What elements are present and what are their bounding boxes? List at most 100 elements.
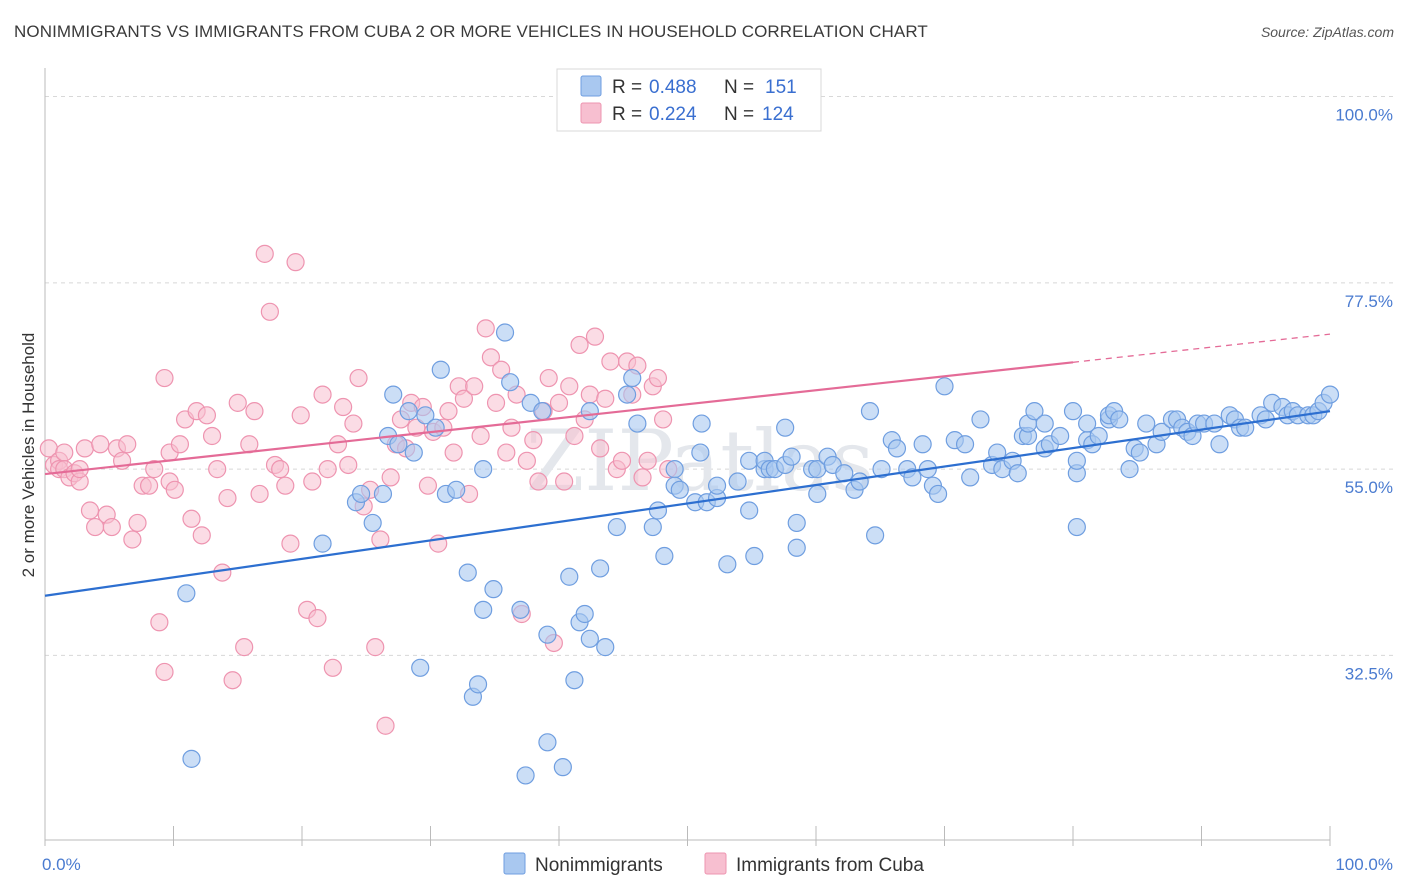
point-immigrants-cuba-32 (182, 509, 201, 528)
point-nonimmigrants-107 (1051, 426, 1070, 446)
point-nonimmigrants-23 (484, 580, 503, 599)
point-immigrants-cuba-61 (334, 397, 353, 417)
point-nonimmigrants-36 (575, 604, 594, 624)
point-nonimmigrants-111 (1067, 517, 1086, 537)
point-immigrants-cuba-88 (476, 319, 495, 338)
point-nonimmigrants-27 (516, 766, 535, 785)
point-nonimmigrants-26 (511, 600, 530, 619)
point-immigrants-cuba-36 (202, 426, 222, 446)
point-nonimmigrants-90 (935, 377, 954, 396)
trend-layer (44, 333, 1331, 597)
point-immigrants-cuba-103 (555, 472, 574, 491)
point-nonimmigrants-81 (872, 460, 891, 479)
point-nonimmigrants-134 (1210, 435, 1229, 454)
point-immigrants-cuba-77 (418, 476, 438, 495)
legend-r-value-2: 0.224 (649, 104, 697, 125)
legend-n-value-2: 124 (762, 104, 794, 125)
point-immigrants-cuba-20 (128, 513, 147, 533)
point-nonimmigrants-12 (411, 658, 430, 677)
point-immigrants-cuba-119 (638, 451, 657, 470)
y-tick-labels: 32.5% 55.0% 77.5% 100.0% (1335, 106, 1393, 684)
point-nonimmigrants-13 (416, 406, 435, 425)
x-tick-label-0: 0.0% (42, 855, 81, 874)
point-nonimmigrants-69 (787, 538, 806, 557)
point-immigrants-cuba-45 (250, 484, 269, 504)
point-immigrants-cuba-34 (192, 526, 211, 545)
legend-n-value-1: 151 (765, 77, 797, 98)
point-immigrants-cuba-15 (102, 517, 121, 537)
point-nonimmigrants-58 (728, 472, 747, 491)
point-immigrants-cuba-92 (497, 443, 516, 462)
point-nonimmigrants-103 (1025, 402, 1044, 421)
point-nonimmigrants-46 (648, 501, 668, 520)
point-immigrants-cuba-122 (653, 410, 673, 429)
point-immigrants-cuba-102 (549, 393, 569, 412)
point-nonimmigrants-93 (961, 468, 980, 487)
point-nonimmigrants-11 (404, 443, 423, 462)
point-nonimmigrants-39 (591, 559, 610, 578)
point-immigrants-cuba-60 (328, 435, 348, 454)
top-legend: R = 0.488 N = 151 R = 0.224 N = 124 (556, 68, 822, 132)
point-immigrants-cuba-82 (444, 443, 463, 462)
point-immigrants-cuba-97 (524, 431, 543, 450)
point-nonimmigrants-92 (955, 435, 975, 454)
legend-swatch-nonimmigrants (580, 75, 602, 97)
point-nonimmigrants-0 (177, 584, 196, 603)
legend-n-label-1: N = (724, 77, 754, 98)
point-nonimmigrants-2 (313, 534, 332, 553)
bottom-legend-swatch-nonimmigrants (503, 852, 526, 875)
bottom-legend-label-nonimmigrants: Nonimmigrants (535, 855, 663, 876)
point-nonimmigrants-68 (782, 447, 801, 466)
point-nonimmigrants-120 (1120, 460, 1139, 479)
legend-r-label-1: R = (612, 77, 642, 98)
point-nonimmigrants-83 (887, 439, 907, 458)
bottom-legend-label-immigrants-cuba: Immigrants from Cuba (736, 855, 924, 876)
source-label: Source: ZipAtlas.com (1260, 24, 1394, 40)
point-immigrants-cuba-87 (471, 426, 490, 446)
point-nonimmigrants-45 (643, 517, 662, 537)
point-nonimmigrants-61 (745, 546, 764, 566)
point-immigrants-cuba-67 (366, 638, 385, 657)
point-nonimmigrants-113 (1078, 414, 1097, 433)
point-immigrants-cuba-26 (155, 368, 174, 388)
point-nonimmigrants-89 (928, 484, 948, 504)
point-nonimmigrants-25 (501, 373, 520, 392)
point-immigrants-cuba-19 (123, 530, 142, 549)
page-title: NONIMMIGRANTS VS IMMIGRANTS FROM CUBA 2 … (14, 22, 928, 41)
point-nonimmigrants-94 (971, 410, 990, 429)
point-nonimmigrants-33 (560, 567, 579, 586)
point-nonimmigrants-73 (808, 484, 827, 504)
point-nonimmigrants-17 (447, 480, 466, 499)
point-nonimmigrants-6 (373, 484, 393, 504)
bottom-legend-swatch-immigrants-cuba (704, 852, 727, 875)
point-nonimmigrants-41 (607, 517, 626, 537)
point-nonimmigrants-30 (538, 733, 557, 752)
point-nonimmigrants-119 (1110, 410, 1129, 429)
point-nonimmigrants-66 (776, 418, 795, 437)
y-tick-label-1: 55.0% (1345, 478, 1393, 497)
point-nonimmigrants-48 (665, 460, 684, 479)
point-immigrants-cuba-112 (601, 352, 620, 371)
point-immigrants-cuba-89 (481, 348, 500, 367)
point-nonimmigrants-38 (580, 629, 599, 648)
point-immigrants-cuba-24 (150, 613, 169, 632)
point-immigrants-cuba-91 (492, 360, 511, 379)
y-tick-label-2: 77.5% (1345, 292, 1393, 311)
point-immigrants-cuba-57 (313, 385, 332, 404)
point-immigrants-cuba-69 (376, 716, 395, 735)
point-immigrants-cuba-56 (308, 609, 327, 628)
point-immigrants-cuba-84 (454, 389, 474, 408)
point-nonimmigrants-18 (458, 563, 477, 582)
point-immigrants-cuba-25 (155, 662, 174, 682)
point-nonimmigrants-1 (182, 749, 201, 768)
point-immigrants-cuba-53 (291, 406, 310, 425)
point-nonimmigrants-57 (718, 555, 737, 574)
point-nonimmigrants-40 (596, 638, 615, 657)
point-immigrants-cuba-18 (118, 435, 137, 454)
x-tick-label-1: 100.0% (1335, 855, 1393, 874)
point-immigrants-cuba-46 (255, 244, 274, 263)
point-nonimmigrants-123 (1137, 414, 1156, 433)
point-nonimmigrants-20 (468, 675, 488, 694)
point-immigrants-cuba-105 (565, 426, 584, 446)
point-nonimmigrants-99 (1008, 464, 1027, 483)
